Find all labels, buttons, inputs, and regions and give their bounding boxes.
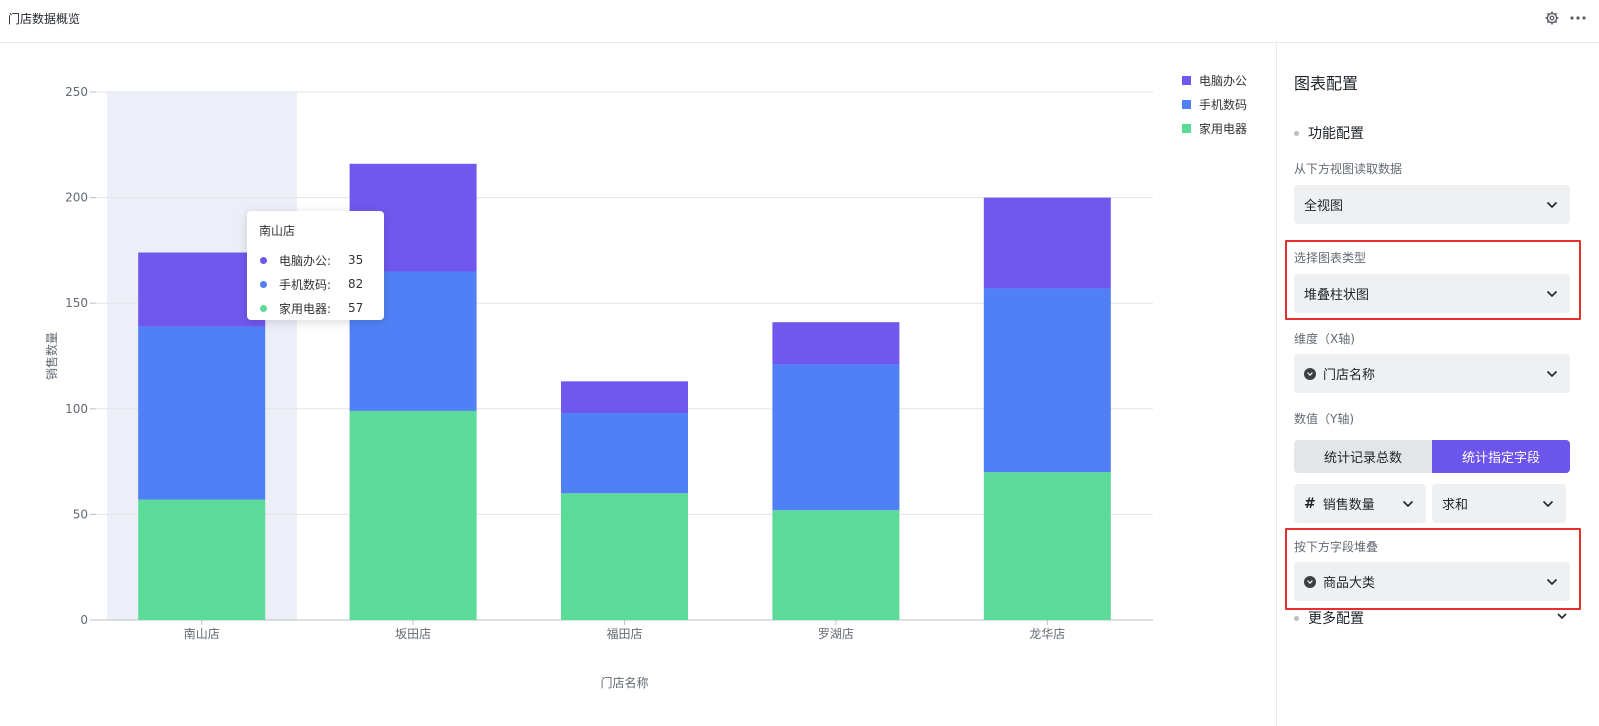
y-tick-label: 100: [65, 402, 88, 416]
bar-segment: [349, 410, 477, 620]
chart-tooltip: 南山店 电脑办公: 35 手机数码: 82 家用电器: 57: [247, 211, 384, 320]
tooltip-row-phone: 手机数码: 82: [259, 272, 372, 296]
y-tick-label: 250: [65, 85, 88, 99]
select-value: 门店名称: [1323, 368, 1376, 383]
bullet-icon: [1294, 615, 1299, 621]
legend-label: 电脑办公: [1199, 73, 1247, 88]
bullet-icon: [1294, 130, 1299, 136]
highlight-box-stack-field: [1285, 528, 1581, 610]
select-value: 商品大类: [1323, 576, 1376, 591]
value-label: 数值（Y轴): [1294, 412, 1355, 426]
legend-label: 家用电器: [1199, 121, 1247, 136]
aggregate-select[interactable]: 求和: [1432, 484, 1566, 523]
tooltip-title: 南山店: [259, 224, 296, 238]
tooltip-row-value: 57: [348, 301, 364, 315]
tooltip-dot-computer: [260, 256, 267, 264]
tooltip-row-value: 35: [348, 253, 364, 267]
section-label: 更多配置: [1308, 611, 1364, 627]
x-tick-label: 罗湖店: [818, 626, 854, 641]
view-select[interactable]: 全视图: [1294, 185, 1570, 224]
tooltip-row-value: 82: [348, 277, 364, 291]
legend-label: 手机数码: [1199, 97, 1247, 112]
x-tick-label: 坂田店: [395, 627, 431, 641]
value-field-select[interactable]: # 销售数量: [1294, 484, 1426, 523]
gear-icon[interactable]: [1543, 9, 1561, 27]
x-tick-label: 龙华店: [1029, 627, 1065, 641]
bar-segment: [772, 364, 900, 511]
x-axis-title: 门店名称: [600, 675, 648, 690]
chevron-down-icon: [1546, 575, 1558, 590]
tooltip-row-name: 家用电器:: [279, 301, 332, 316]
bar-segment: [983, 197, 1111, 289]
top-icons: [1543, 9, 1587, 27]
y-axis-title: 销售数量: [44, 332, 59, 380]
bar-segment: [561, 381, 688, 414]
more-icon[interactable]: [1569, 9, 1587, 27]
top-bar: 门店数据概览: [0, 0, 1599, 43]
tooltip-row-name: 电脑办公:: [279, 253, 332, 268]
chevron-down-icon: [1546, 367, 1558, 382]
y-tick-label: 50: [73, 507, 88, 521]
field-option-icon: [1304, 367, 1316, 380]
tooltip-row-appliance: 家用电器: 57: [259, 296, 372, 320]
x-tick-label: 南山店: [184, 626, 220, 641]
chevron-down-icon: [1402, 497, 1414, 512]
bar-segment: [561, 413, 688, 494]
chevron-down-icon: [1542, 497, 1554, 512]
section-more-config[interactable]: 更多配置: [1294, 608, 1364, 628]
chevron-down-icon: [1546, 287, 1558, 302]
tooltip-dot-phone: [260, 280, 267, 288]
select-value: 堆叠柱状图: [1304, 288, 1370, 303]
y-tick-label: 0: [80, 613, 88, 627]
legend-swatch: [1182, 124, 1191, 133]
section-label: 功能配置: [1308, 126, 1364, 142]
bar-segment: [983, 288, 1111, 473]
bar-segment: [138, 499, 266, 620]
chart-area: 0 50 100 150 200 250 南山店 坂田店 福田店 罗湖店 龙华店 门店名称 销售数量 电脑…: [0, 44, 1276, 726]
highlight-box-chart-type: [1285, 240, 1581, 320]
bar-segment: [138, 252, 266, 327]
dimension-select[interactable]: 门店名称: [1294, 354, 1570, 393]
y-tick-label: 200: [65, 191, 88, 205]
select-value: 销售数量: [1322, 498, 1375, 513]
tooltip-row-computer: 电脑办公: 35: [259, 248, 372, 272]
field-option-icon: [1304, 575, 1316, 588]
chart-config-panel: 图表配置 功能配置 从下方视图读取数据 全视图 选择图表类型 堆叠柱状图 维度（…: [1277, 44, 1599, 726]
select-value: 求和: [1442, 498, 1469, 513]
bar-segment: [138, 326, 266, 500]
bar-segment: [983, 472, 1111, 620]
x-tick-label: 福田店: [606, 626, 642, 641]
page-title: 门店数据概览: [8, 12, 81, 26]
stack-field-select[interactable]: 商品大类: [1294, 562, 1570, 601]
bar-segment: [772, 322, 900, 365]
chart-type-select[interactable]: 堆叠柱状图: [1294, 274, 1570, 313]
chart-type-label: 选择图表类型: [1294, 251, 1367, 265]
stack-label: 按下方字段堆叠: [1294, 540, 1379, 554]
y-tick-label: 150: [65, 296, 88, 310]
bar-segment: [772, 510, 900, 620]
view-label: 从下方视图读取数据: [1294, 162, 1403, 176]
legend-swatch: [1182, 76, 1191, 85]
number-field-icon: #: [1304, 495, 1316, 512]
chevron-down-icon: [1546, 198, 1558, 213]
select-value: 全视图: [1304, 199, 1344, 214]
panel-divider: [1276, 44, 1277, 726]
specified-field-option[interactable]: 统计指定字段: [1432, 440, 1570, 473]
legend-swatch: [1182, 100, 1191, 109]
dimension-label: 维度（X轴): [1294, 332, 1355, 346]
collapse-chevron-icon[interactable]: [1557, 605, 1567, 624]
value-mode-toggle: 统计记录总数 统计指定字段: [1294, 440, 1570, 473]
tooltip-dot-appliance: [260, 304, 267, 312]
count-records-option[interactable]: 统计记录总数: [1294, 440, 1432, 473]
bar-segment: [561, 493, 688, 620]
tooltip-row-name: 手机数码:: [279, 277, 332, 292]
section-function-config[interactable]: 功能配置: [1294, 123, 1364, 143]
panel-title: 图表配置: [1294, 74, 1359, 93]
